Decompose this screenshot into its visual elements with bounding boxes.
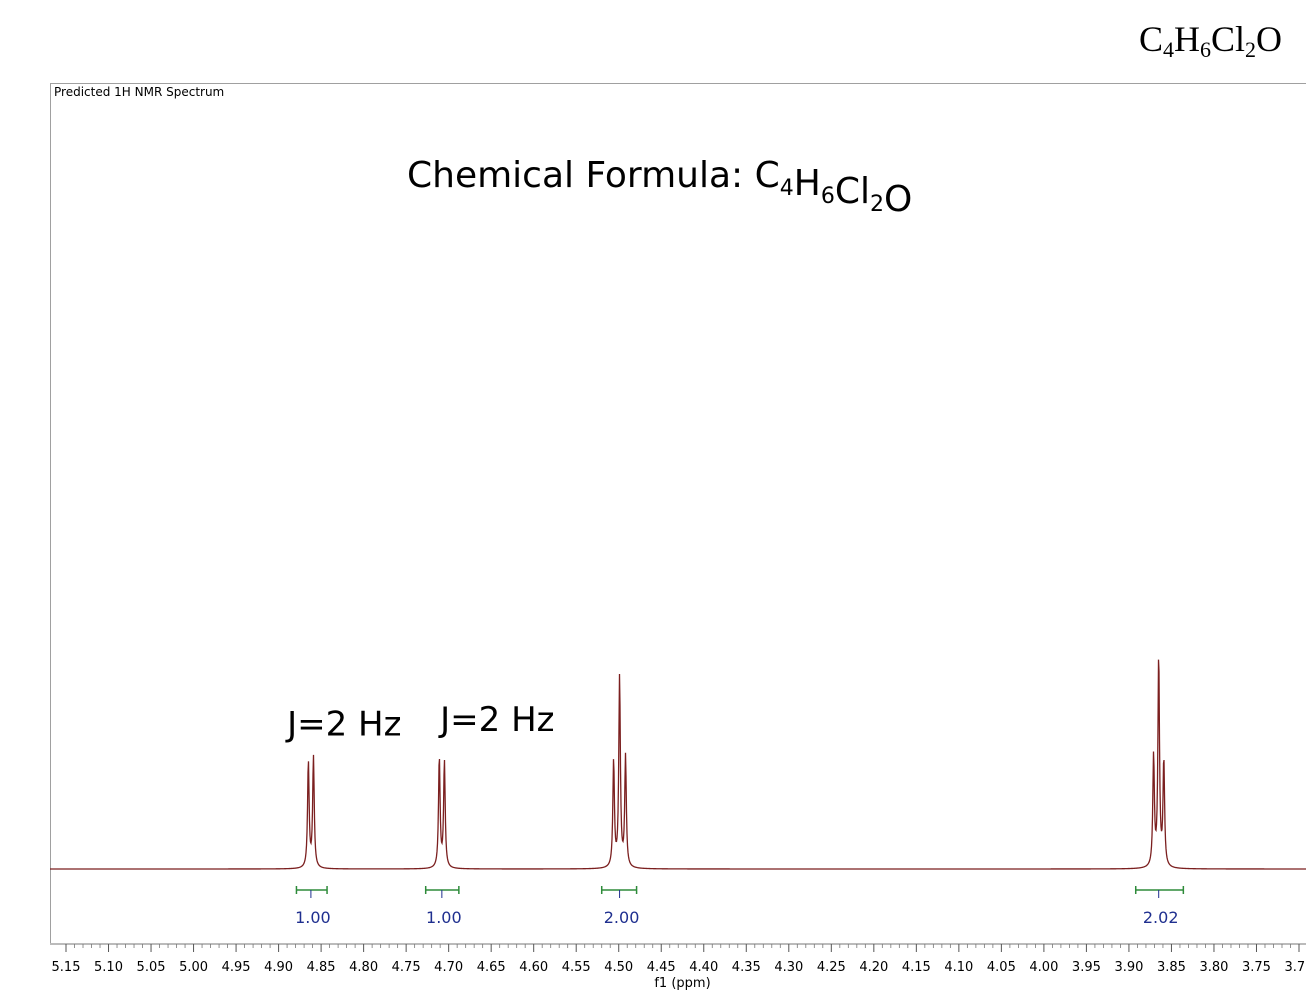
integration-label: 2.00 <box>604 908 640 927</box>
chart-title: Chemical Formula: C4H6Cl2O <box>407 155 912 220</box>
formula-part: H <box>1173 19 1200 59</box>
x-tick-label: 5.15 <box>52 960 81 975</box>
x-tick-label: 4.80 <box>349 960 378 975</box>
chart-title-part: O <box>884 179 912 220</box>
x-tick-label: 4.60 <box>519 960 548 975</box>
integration-label: 1.00 <box>295 908 331 927</box>
x-tick-label: 5.10 <box>94 960 123 975</box>
x-tick-label: 4.20 <box>859 960 888 975</box>
formula-subscript: 4 <box>1162 37 1174 62</box>
x-tick-label: 3.95 <box>1072 960 1101 975</box>
x-tick-label: 4.35 <box>732 960 761 975</box>
integration-label: 2.02 <box>1143 908 1179 927</box>
x-tick-label: 3.75 <box>1242 960 1271 975</box>
coupling-annotation: J=2 Hz <box>438 700 554 740</box>
formula-part: O <box>1256 19 1282 59</box>
chart-title-subscript: 4 <box>780 176 794 201</box>
chart-title-part: C <box>755 155 780 196</box>
chart-frame <box>50 83 1306 943</box>
chart-title-part: H <box>794 163 821 204</box>
chart-title-subscript: 6 <box>821 184 835 209</box>
integration-label: 1.00 <box>426 908 462 927</box>
chart-title-prefix: Chemical Formula: <box>407 155 755 196</box>
x-axis-label: f1 (ppm) <box>654 976 710 991</box>
x-tick-label: 3.70 <box>1285 960 1306 975</box>
x-tick-label: 4.75 <box>392 960 421 975</box>
x-tick-label: 4.30 <box>774 960 803 975</box>
spectrum-line <box>50 659 1306 870</box>
formula-part: Cl <box>1210 19 1245 59</box>
x-tick-label: 4.70 <box>434 960 463 975</box>
x-tick-label: 4.40 <box>689 960 718 975</box>
x-tick-label: 4.45 <box>647 960 676 975</box>
x-tick-label: 4.10 <box>944 960 973 975</box>
x-tick-label: 5.00 <box>179 960 208 975</box>
x-tick-label: 3.90 <box>1114 960 1143 975</box>
coupling-annotation: J=2 Hz <box>285 704 401 744</box>
formula-subscript: 6 <box>1199 37 1211 62</box>
x-tick-label: 4.00 <box>1029 960 1058 975</box>
spectrum-frame-label: Predicted 1H NMR Spectrum <box>54 85 225 99</box>
formula-part: C <box>1138 19 1163 59</box>
chart-title-subscript: 2 <box>870 192 884 217</box>
formula-header: C4H6Cl2O <box>1139 18 1282 63</box>
x-tick-label: 4.15 <box>902 960 931 975</box>
x-tick-label: 4.05 <box>987 960 1016 975</box>
x-tick-label: 3.85 <box>1157 960 1186 975</box>
formula-subscript: 2 <box>1245 37 1256 62</box>
x-tick-label: 4.90 <box>264 960 293 975</box>
x-tick-label: 4.65 <box>477 960 506 975</box>
x-tick-label: 4.55 <box>562 960 591 975</box>
x-tick-label: 4.50 <box>604 960 633 975</box>
x-tick-label: 4.95 <box>222 960 251 975</box>
x-tick-label: 5.05 <box>137 960 166 975</box>
x-tick-label: 3.80 <box>1199 960 1228 975</box>
x-tick-label: 4.25 <box>817 960 846 975</box>
x-tick-label: 4.85 <box>307 960 336 975</box>
chart-title-part: Cl <box>835 171 870 212</box>
